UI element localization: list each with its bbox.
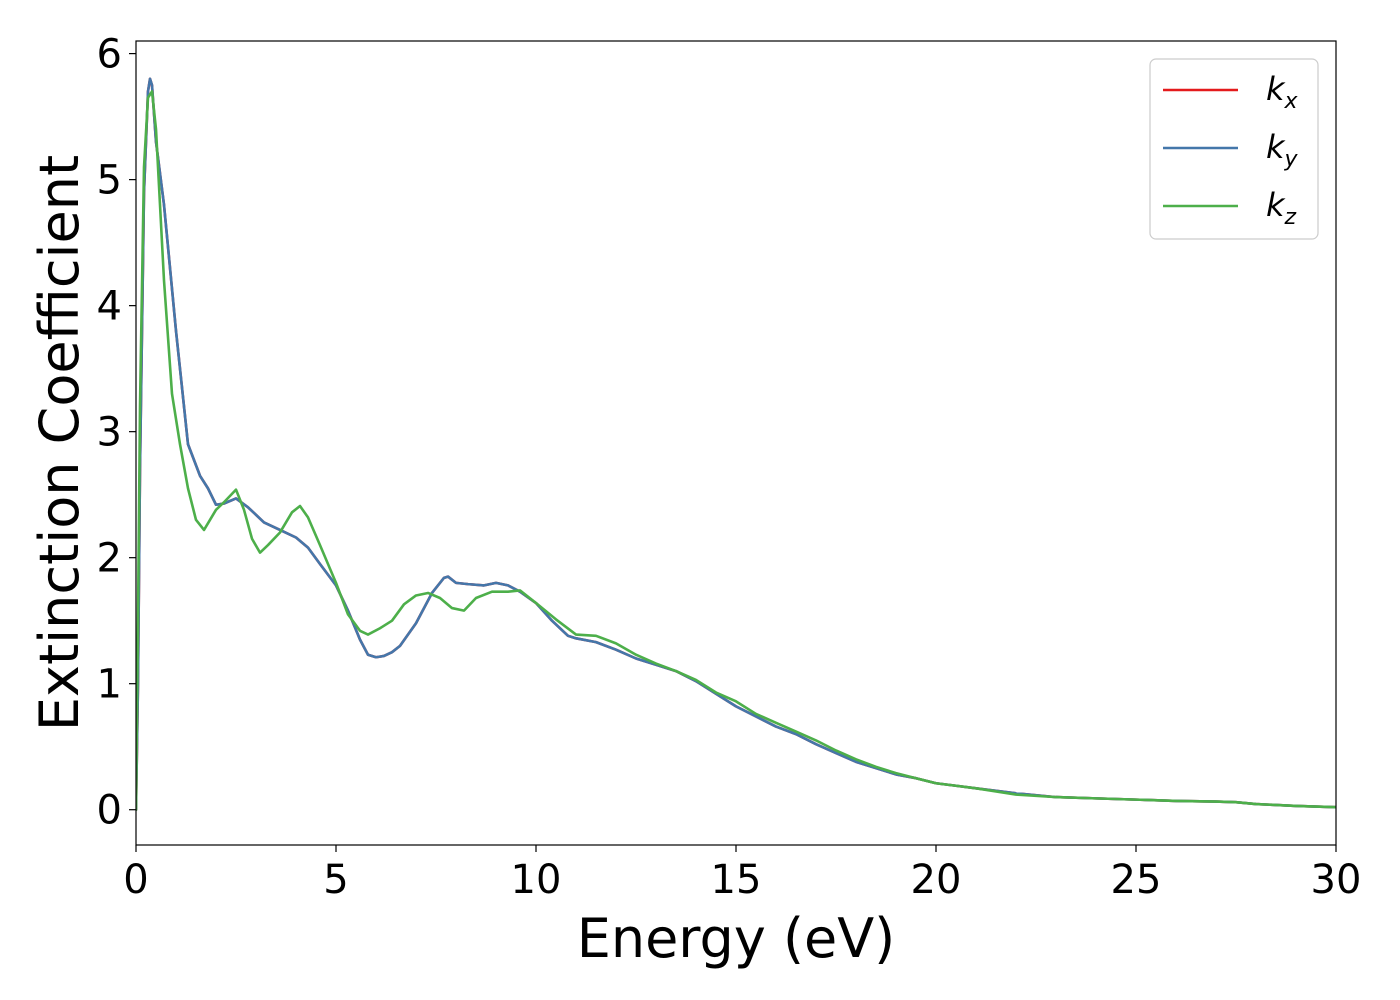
y-tick-label: 6 xyxy=(97,32,122,78)
x-tick-label: 20 xyxy=(911,857,962,903)
y-axis-ticks: 0 1 2 3 4 5 6 xyxy=(97,32,136,834)
x-axis-title: Energy (eV) xyxy=(577,907,896,970)
y-tick-label: 5 xyxy=(97,158,122,204)
x-tick-label: 10 xyxy=(511,857,562,903)
x-tick-label: 25 xyxy=(1111,857,1162,903)
y-tick-label: 3 xyxy=(97,410,122,456)
y-tick-label: 1 xyxy=(97,662,122,708)
y-axis-title: Extinction Coefficient xyxy=(28,155,91,731)
legend: kx ky kz xyxy=(1149,58,1319,240)
x-tick-label: 5 xyxy=(323,857,348,903)
y-tick-label: 4 xyxy=(97,284,122,330)
series-line-z xyxy=(136,90,1336,812)
legend-label-z: kz xyxy=(1266,186,1297,230)
y-tick-label: 0 xyxy=(97,788,122,834)
x-tick-label: 15 xyxy=(711,857,762,903)
x-tick-label: 0 xyxy=(123,857,148,903)
legend-label-x: kx xyxy=(1266,70,1299,114)
series-layer xyxy=(136,77,1336,812)
x-axis-ticks: 0 5 10 15 20 25 30 xyxy=(123,845,1361,903)
x-tick-label: 30 xyxy=(1311,857,1362,903)
y-tick-label: 2 xyxy=(97,536,122,582)
legend-label-y: ky xyxy=(1266,128,1299,172)
